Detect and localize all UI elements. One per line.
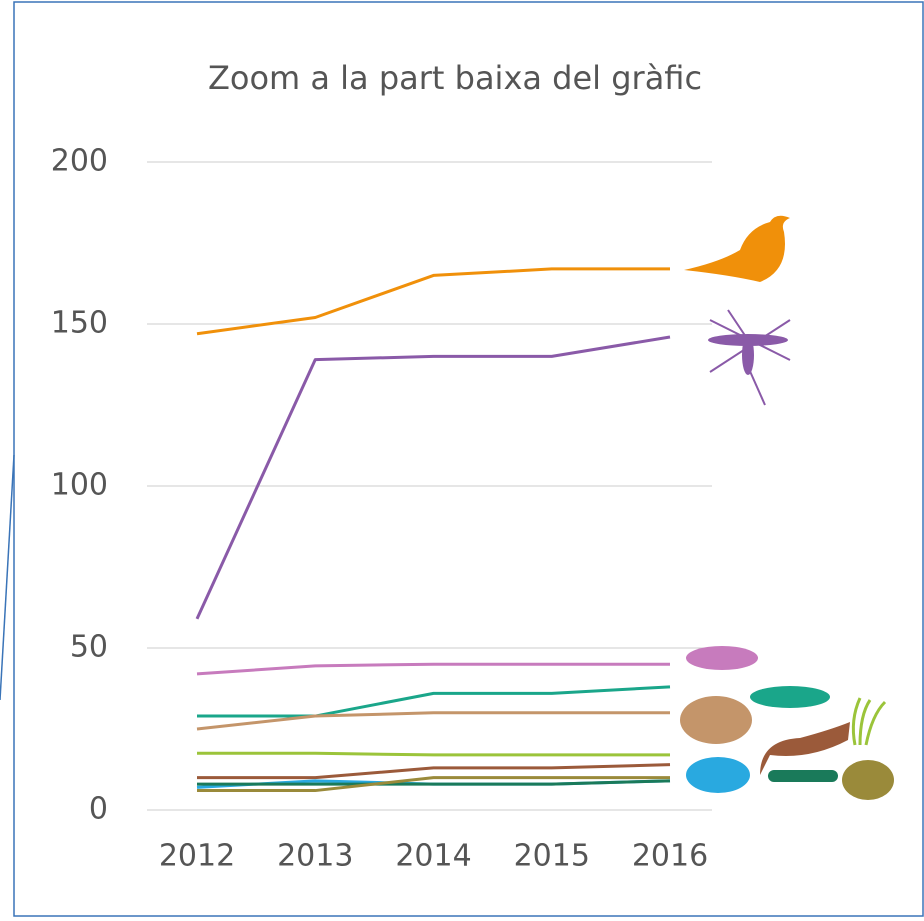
fish-icon <box>750 686 830 708</box>
x-tick-label: 2016 <box>632 839 708 874</box>
leech-icon <box>768 770 838 782</box>
x-tick-label: 2013 <box>277 839 353 874</box>
series-line <box>197 664 670 674</box>
turtle-icon <box>680 696 752 744</box>
crayfish-icon <box>686 646 758 670</box>
series-line <box>197 753 670 755</box>
bluefish-icon <box>686 757 750 793</box>
mink-icon <box>760 722 850 775</box>
y-tick-label: 200 <box>51 144 108 179</box>
mosquito-icon <box>742 335 754 375</box>
icons <box>680 216 894 800</box>
bird-icon <box>684 216 790 282</box>
x-tick-label: 2015 <box>514 839 590 874</box>
plant-icon <box>853 698 885 745</box>
x-tick-label: 2012 <box>159 839 235 874</box>
callout-line <box>0 455 14 700</box>
series-line <box>197 337 670 619</box>
series-line <box>197 765 670 778</box>
y-tick-label: 0 <box>89 792 108 827</box>
frog-icon <box>842 760 894 800</box>
chart: Zoom a la part baixa del gràfic 0 50 100 15… <box>0 0 924 917</box>
y-tick-label: 150 <box>51 306 108 341</box>
y-tick-label: 50 <box>70 630 108 665</box>
x-tick-label: 2014 <box>395 839 471 874</box>
chart-title: Zoom a la part baixa del gràfic <box>208 59 702 97</box>
y-tick-label: 100 <box>51 468 108 503</box>
